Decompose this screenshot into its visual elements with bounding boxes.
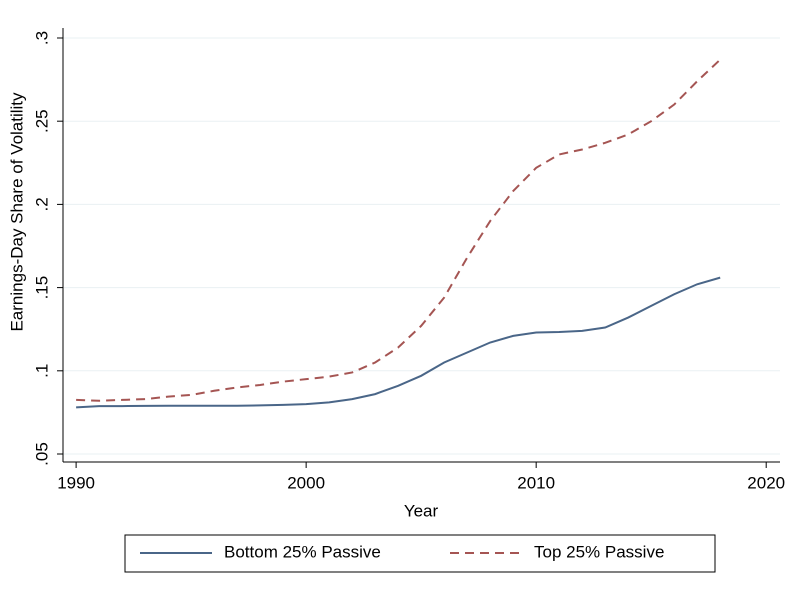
legend-label: Bottom 25% Passive bbox=[224, 542, 381, 561]
x-tick-label: 2000 bbox=[287, 473, 325, 492]
y-tick-label: .3 bbox=[32, 31, 51, 45]
y-tick-label: .1 bbox=[32, 364, 51, 378]
x-tick-label: 2010 bbox=[517, 473, 555, 492]
series-line bbox=[76, 58, 721, 402]
legend-box bbox=[124, 534, 716, 573]
x-tick-label: 1990 bbox=[57, 473, 95, 492]
legend: Bottom 25% Passive Top 25% Passive bbox=[124, 534, 716, 573]
y-tick-label: .15 bbox=[32, 276, 51, 300]
legend-label: Top 25% Passive bbox=[534, 542, 664, 561]
x-tick-label: 2020 bbox=[747, 473, 785, 492]
x-axis-label: Year bbox=[404, 501, 439, 520]
y-axis-label: Earnings-Day Share of Volatility bbox=[7, 92, 26, 332]
y-tick-label: .2 bbox=[32, 197, 51, 211]
y-tick-label: .05 bbox=[32, 442, 51, 466]
y-tick-label: .25 bbox=[32, 109, 51, 133]
series-line bbox=[76, 276, 721, 409]
